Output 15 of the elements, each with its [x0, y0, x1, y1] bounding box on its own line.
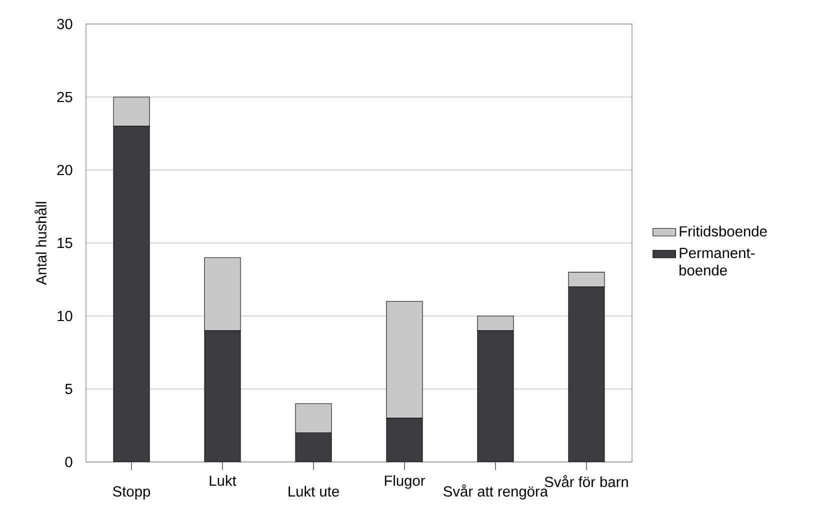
y-tick-label: 15 [58, 238, 72, 248]
x-tick-label: Flugor [384, 475, 426, 489]
y-tick-label: 5 [65, 384, 72, 394]
legend-label: Fritidsboende [680, 226, 767, 237]
x-tick-label: Lukt [210, 475, 236, 486]
y-tick-label: 30 [57, 18, 72, 30]
legend-label: Permanent-boende [680, 248, 755, 276]
y-axis-title: Antal hushåll [34, 202, 46, 285]
y-tick-label: 0 [65, 456, 72, 468]
y-tick-label: 10 [58, 310, 72, 322]
y-tick-label: 20 [57, 164, 72, 176]
x-tick-label: Lukt ute [288, 486, 339, 497]
y-tick-label: 25 [57, 92, 72, 102]
x-tick-label: Svår för barn [544, 475, 628, 488]
x-tick-label: Stopp [113, 486, 150, 500]
